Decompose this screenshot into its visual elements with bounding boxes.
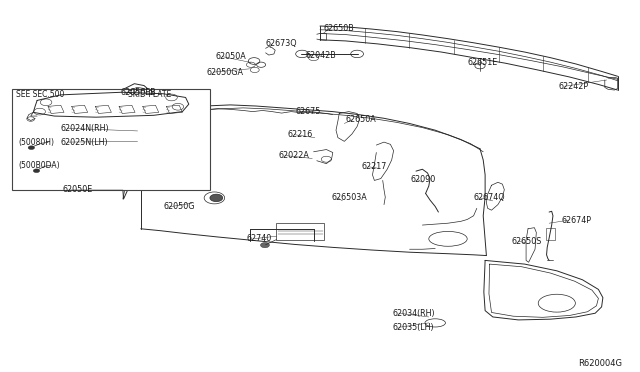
Bar (12, 89, 210, 190)
Text: 62034(RH): 62034(RH) (392, 309, 435, 318)
Text: 62674Q: 62674Q (474, 193, 505, 202)
Circle shape (210, 194, 223, 202)
Text: 62217: 62217 (362, 162, 387, 171)
Text: 62024N(RH): 62024N(RH) (61, 124, 109, 133)
Text: SKID PLATE: SKID PLATE (128, 90, 172, 99)
Text: SEE SEC.500: SEE SEC.500 (16, 90, 65, 99)
Text: 62050E: 62050E (63, 185, 93, 194)
Text: 62216: 62216 (288, 130, 313, 139)
Text: 62025N(LH): 62025N(LH) (61, 138, 108, 147)
Text: 62050G: 62050G (163, 202, 195, 211)
Circle shape (28, 146, 35, 150)
Text: R620004G: R620004G (578, 359, 622, 368)
Text: 62022A: 62022A (278, 151, 309, 160)
Text: 62050GA: 62050GA (207, 68, 244, 77)
Bar (546, 228, 555, 240)
Text: 62050EB: 62050EB (120, 88, 156, 97)
Text: (500B0DA): (500B0DA) (18, 161, 60, 170)
Text: 62650S: 62650S (512, 237, 542, 246)
Text: 62651E: 62651E (467, 58, 497, 67)
Circle shape (161, 176, 174, 183)
Text: 62650A: 62650A (346, 115, 376, 124)
Text: 62674P: 62674P (562, 216, 592, 225)
Text: 62050A: 62050A (216, 52, 246, 61)
Circle shape (33, 169, 40, 173)
Text: 62090: 62090 (411, 175, 436, 184)
Text: (50080H): (50080H) (18, 138, 54, 147)
Text: 626503A: 626503A (332, 193, 367, 202)
Bar (276, 223, 324, 240)
Text: 62035(LH): 62035(LH) (392, 323, 434, 332)
Text: 62650B: 62650B (323, 24, 354, 33)
Circle shape (260, 243, 269, 248)
Text: 62042B: 62042B (306, 51, 337, 60)
Text: 62675: 62675 (296, 107, 321, 116)
Text: 62242P: 62242P (558, 82, 588, 91)
Text: 62673Q: 62673Q (266, 39, 297, 48)
Text: 62740: 62740 (246, 234, 271, 243)
